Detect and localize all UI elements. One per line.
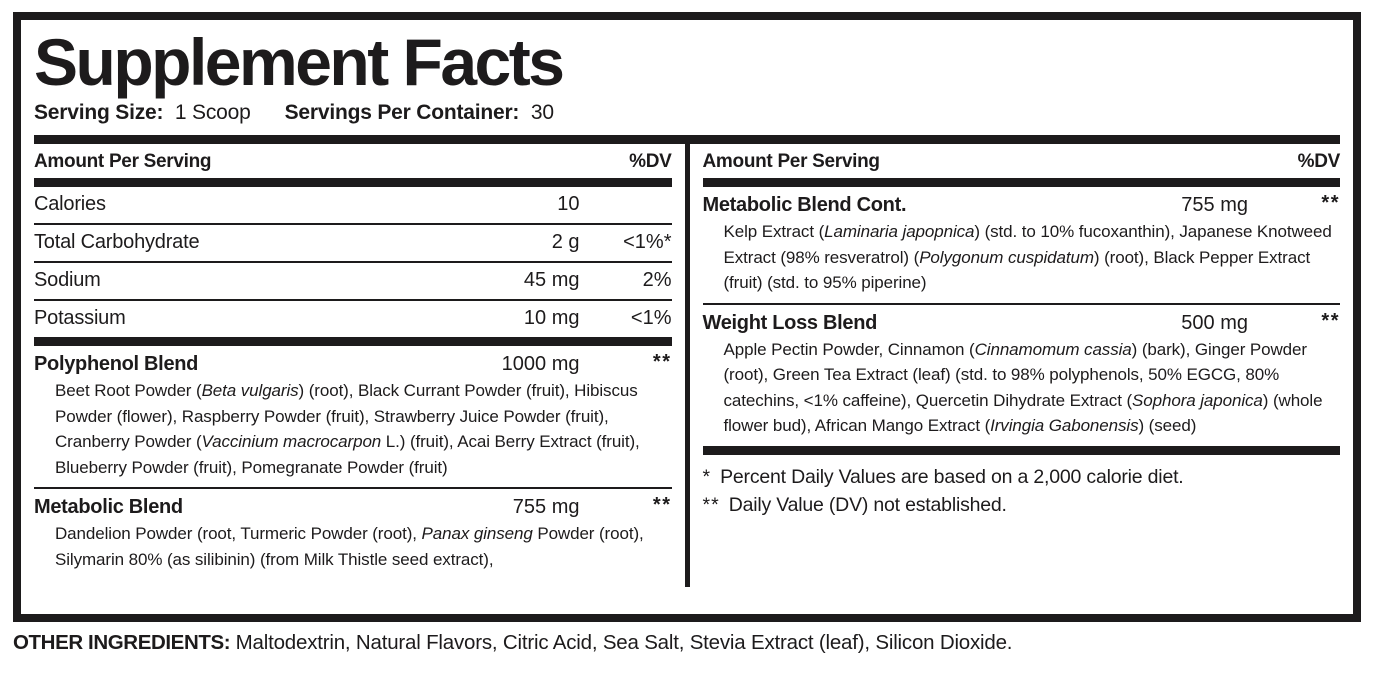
divider-thin [702, 302, 1340, 305]
serving-info-row: Serving Size: 1 Scoop Servings Per Conta… [34, 101, 1340, 125]
footnote-marker: * [702, 465, 712, 488]
panel-title: Supplement Facts [34, 25, 565, 99]
servings-per-container-value: 30 [530, 101, 554, 125]
footnote-text: Percent Daily Values are based on a 2,00… [720, 465, 1184, 488]
other-ingredients-label: OTHER INGREDIENTS: [13, 631, 231, 654]
footnote-dv-not-established: ** Daily Value (DV) not established. [703, 491, 1341, 519]
servings-per-container-label: Servings Per Container: [284, 101, 520, 125]
nutrient-amount: 45 mg [523, 269, 580, 292]
nutrient-amount: 10 [557, 193, 580, 216]
nutrient-name: Calories [34, 193, 106, 216]
nutrient-name: Potassium [34, 307, 126, 330]
divider-thick [34, 178, 672, 188]
blend-header-polyphenol: Polyphenol Blend 1000 mg ** [34, 346, 672, 377]
servings-per-container: Servings Per Container: 30 [285, 101, 554, 125]
serving-size: Serving Size: 1 Scoop [34, 101, 251, 125]
blend-name: Metabolic Blend Cont. [702, 194, 907, 217]
serving-size-value: 1 Scoop [174, 101, 251, 125]
serving-size-label: Serving Size: [34, 101, 164, 125]
blend-ingredients-polyphenol: Beet Root Powder (Beta vulgaris) (root),… [55, 381, 640, 477]
divider-thin [34, 487, 672, 490]
nutrient-row-calories: Calories 10 [34, 187, 672, 223]
divider-thick [34, 337, 672, 347]
blend-header-weight-loss: Weight Loss Blend 500 mg ** [703, 305, 1341, 336]
footnote-text: Daily Value (DV) not established. [728, 493, 1007, 516]
left-column: Amount Per Serving %DV Calories 10 Total… [34, 144, 685, 587]
blend-dv: ** [1321, 309, 1340, 332]
amount-per-serving-header: Amount Per Serving [34, 151, 212, 173]
blend-ingredients-metabolic-cont: Kelp Extract (Laminaria japopnica) (std.… [723, 222, 1332, 293]
blend-name: Weight Loss Blend [702, 311, 878, 334]
nutrient-dv: <1%* [623, 231, 672, 254]
blend-dv: ** [652, 351, 672, 374]
footnote-marker: ** [702, 493, 720, 516]
blend-dv: ** [1321, 192, 1340, 215]
blend-dv: ** [652, 494, 672, 517]
blend-ingredients-weight-loss: Apple Pectin Powder, Cinnamon (Cinnamomu… [723, 339, 1323, 436]
blend-name: Metabolic Blend [34, 496, 183, 519]
blend-header-metabolic-cont: Metabolic Blend Cont. 755 mg ** [703, 187, 1341, 218]
blend-ingredients-metabolic: Dandelion Powder (root, Turmeric Powder … [55, 524, 644, 569]
facts-table: Amount Per Serving %DV Calories 10 Total… [34, 135, 1341, 588]
blend-amount: 1000 mg [501, 353, 580, 376]
nutrient-row-total-carbohydrate: Total Carbohydrate 2 g <1%* [34, 223, 672, 261]
nutrient-amount: 2 g [551, 231, 580, 254]
supplement-facts-panel: Supplement Facts Serving Size: 1 Scoop S… [13, 12, 1361, 622]
nutrient-name: Sodium [34, 269, 101, 292]
footnotes: * Percent Daily Values are based on a 2,… [703, 455, 1341, 519]
right-column: Amount Per Serving %DV Metabolic Blend C… [690, 144, 1341, 587]
blend-name: Polyphenol Blend [34, 353, 199, 376]
nutrient-row-sodium: Sodium 45 mg 2% [34, 261, 672, 299]
divider-thick [702, 178, 1340, 188]
blend-header-metabolic: Metabolic Blend 755 mg ** [34, 489, 672, 520]
nutrient-row-potassium: Potassium 10 mg <1% [34, 299, 672, 337]
dv-header: %DV [1297, 151, 1341, 173]
amount-per-serving-header: Amount Per Serving [702, 151, 881, 173]
footnote-daily-values: * Percent Daily Values are based on a 2,… [703, 463, 1341, 491]
right-column-header: Amount Per Serving %DV [703, 144, 1341, 178]
nutrient-name: Total Carbohydrate [34, 231, 200, 254]
nutrient-dv: 2% [642, 269, 672, 292]
blend-amount: 500 mg [1181, 311, 1248, 334]
column-divider [684, 144, 690, 588]
left-column-header: Amount Per Serving %DV [34, 144, 672, 178]
other-ingredients-value: Maltodextrin, Natural Flavors, Citric Ac… [235, 631, 1013, 654]
blend-amount: 755 mg [512, 496, 580, 519]
dv-header: %DV [629, 151, 672, 173]
other-ingredients: OTHER INGREDIENTS: Maltodextrin, Natural… [13, 631, 1374, 655]
nutrient-dv: <1% [630, 307, 672, 330]
blend-amount: 755 mg [1181, 194, 1248, 217]
nutrient-amount: 10 mg [523, 307, 580, 330]
divider-thick [702, 445, 1340, 455]
